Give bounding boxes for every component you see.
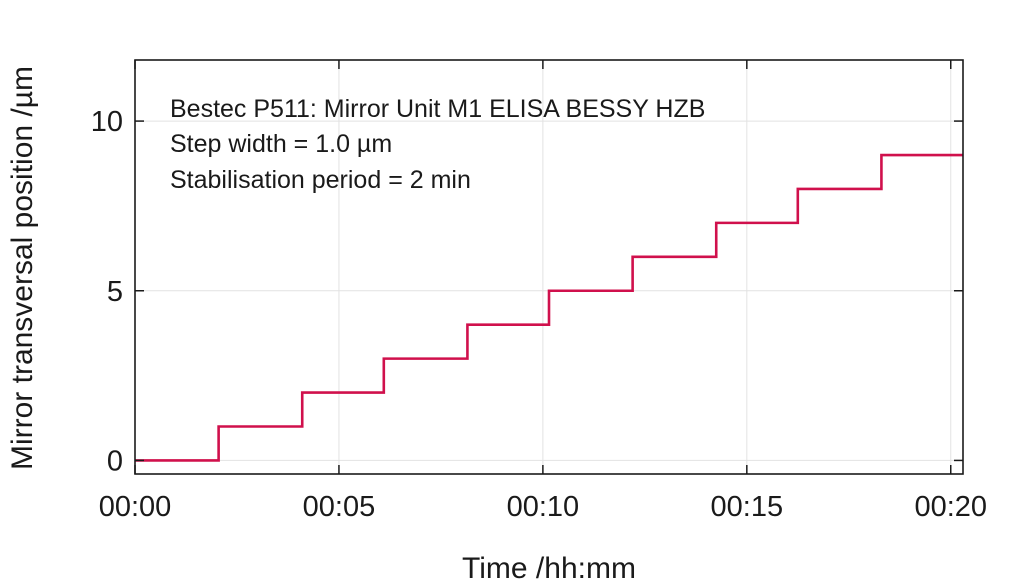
annotation-step-width: Step width = 1.0 µm [170, 130, 392, 158]
x-axis-label: Time /hh:mm [462, 552, 636, 585]
series-line [135, 153, 963, 462]
annotation-title: Bestec P511: Mirror Unit M1 ELISA BESSY … [170, 95, 705, 123]
plot-frame [134, 59, 964, 475]
annotation-stabilisation: Stabilisation period = 2 min [170, 166, 471, 194]
series-layer [135, 153, 963, 462]
y-tick-label: 0 [107, 445, 123, 477]
x-tick-label: 00:05 [303, 491, 376, 523]
y-tick-label: 10 [91, 106, 123, 138]
x-tick-label: 00:20 [914, 491, 987, 523]
ticks: 00:00 00:05 00:10 00:15 00:20 0 5 10 [91, 60, 987, 523]
x-tick-label: 00:15 [711, 491, 784, 523]
y-tick-label: 5 [107, 276, 123, 308]
x-tick-label: 00:00 [99, 491, 172, 523]
y-axis-label: Mirror transversal position /µm [6, 66, 39, 470]
x-tick-label: 00:10 [507, 491, 580, 523]
